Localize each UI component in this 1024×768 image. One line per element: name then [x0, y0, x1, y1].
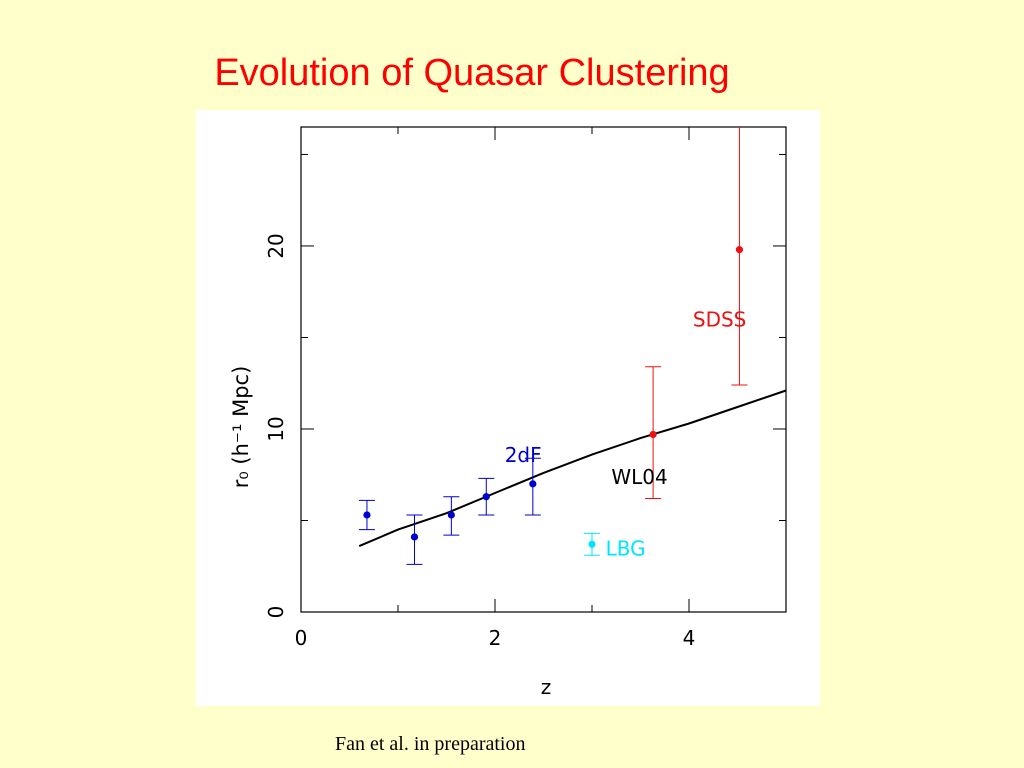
point-marker: [363, 511, 371, 519]
annotation-wl04: WL04: [611, 465, 667, 489]
point-marker: [649, 430, 657, 439]
point-marker: [410, 533, 419, 541]
y-axis-label: r₀ (h⁻¹ Mpc): [229, 366, 253, 489]
model-curve-wl04: [358, 389, 787, 548]
annotation-lbg: LBG: [606, 536, 646, 560]
annotation-layer: 2dF SDSS WL04 LBG: [505, 307, 747, 560]
data-point-sdss: [645, 366, 662, 500]
slide-title: Evolution of Quasar Clustering: [214, 52, 730, 94]
axes: 0 2 4 0 10 20: [264, 126, 787, 650]
y-tick-label: 20: [264, 233, 288, 258]
point-marker: [447, 511, 455, 519]
point-marker: [588, 540, 596, 548]
x-tick-label: 4: [683, 626, 696, 650]
plot-frame: [300, 126, 787, 613]
data-point-2df: [443, 496, 460, 536]
data-point-2df: [406, 514, 423, 565]
y-tick-label: 0: [264, 606, 288, 619]
data-point-lbg: [584, 532, 600, 556]
data-point-2df: [478, 477, 495, 516]
point-marker: [529, 480, 537, 488]
data-point-2df: [524, 457, 541, 516]
x-tick-label: 2: [489, 626, 502, 650]
x-axis-label: z: [541, 675, 552, 699]
annotation-sdss: SDSS: [693, 307, 747, 331]
data-point-sdss: [731, 127, 748, 386]
citation-caption: Fan et al. in preparation: [335, 733, 526, 755]
annotation-2df: 2dF: [505, 443, 542, 467]
x-tick-label: 0: [295, 626, 308, 650]
model-curve-layer: [358, 389, 787, 548]
point-marker: [482, 493, 490, 501]
data-points-layer: [358, 127, 748, 565]
clustering-chart: 0 2 4 0 10 20 2dF SDSS WL04 LBG z r₀ (h⁻¹ Mpc): [229, 126, 787, 699]
point-marker: [735, 246, 744, 254]
data-point-2df: [358, 499, 375, 531]
plot-panel: 0 2 4 0 10 20 2dF SDSS WL04 LBG z r₀ (h⁻¹ Mpc): [196, 110, 820, 706]
y-tick-label: 10: [264, 416, 288, 441]
